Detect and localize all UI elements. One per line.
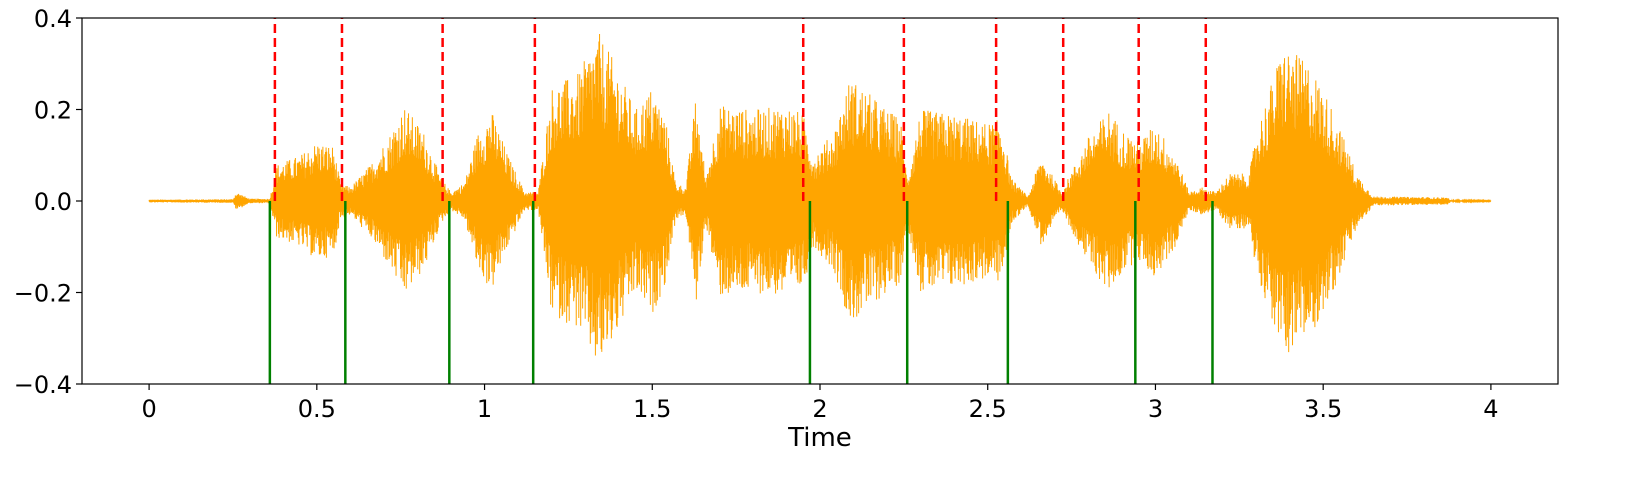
y-tick-label: 0.4 xyxy=(34,5,72,33)
x-tick-label: 3 xyxy=(1148,395,1163,423)
x-axis: 0 0.5 1 1.5 2 2.5 3 3.5 4 xyxy=(141,384,1499,423)
x-tick-label: 1.5 xyxy=(633,395,671,423)
x-tick-label: 0.5 xyxy=(298,395,336,423)
x-tick-label: 2.5 xyxy=(969,395,1007,423)
y-tick-label: −0.4 xyxy=(14,371,72,399)
waveform-line xyxy=(148,34,1492,356)
x-tick-label: 3.5 xyxy=(1304,395,1342,423)
y-tick-label: −0.2 xyxy=(14,280,72,308)
reference-onsets xyxy=(273,18,1208,201)
x-tick-label: 4 xyxy=(1483,395,1498,423)
x-tick-label: 0 xyxy=(141,395,156,423)
waveform xyxy=(148,34,1492,356)
y-tick-label: 0.2 xyxy=(34,97,72,125)
y-tick-label: 0.0 xyxy=(34,188,72,216)
x-tick-label: 1 xyxy=(477,395,492,423)
detected-onsets xyxy=(268,201,1214,384)
x-axis-label: Time xyxy=(787,423,852,453)
x-tick-label: 2 xyxy=(812,395,827,423)
y-axis: 0.4 0.2 0.0 −0.2 −0.4 xyxy=(14,5,82,399)
